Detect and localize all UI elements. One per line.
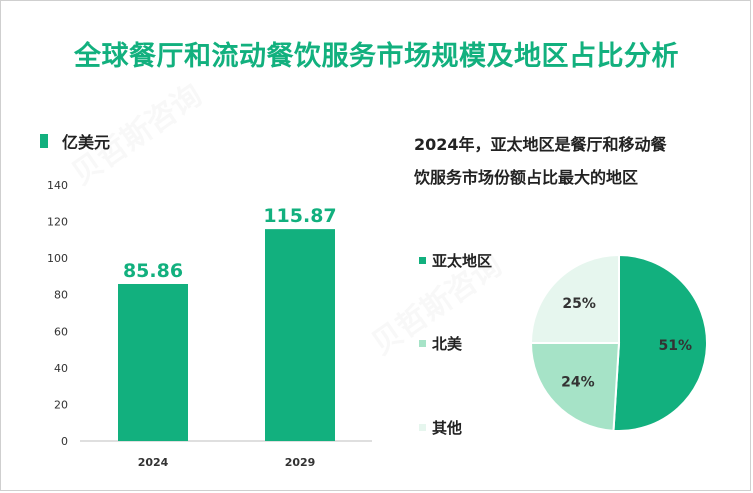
pie-legend-label: 亚太地区 [432, 252, 493, 270]
bar [118, 283, 188, 441]
y-tick-label: 60 [54, 325, 68, 338]
pie-slice [529, 342, 621, 432]
y-tick-label: 20 [54, 398, 68, 411]
pie-legend-swatch [419, 257, 426, 264]
y-tick-label: 0 [61, 435, 68, 448]
pie-legend-swatch [419, 424, 426, 431]
pie-chart: 51% 24% 25% [529, 253, 708, 432]
x-tick-label: 2029 [285, 456, 316, 469]
pie-title-line: 2024年，亚太地区是餐厅和移动餐 [414, 135, 667, 154]
y-tick-label: 80 [54, 289, 68, 302]
pie-slice [612, 253, 708, 432]
bar-value-label: 115.87 [263, 205, 336, 227]
y-tick-label: 140 [47, 179, 68, 192]
pie-value-label: 24% [561, 375, 595, 391]
pie-slice [529, 253, 620, 344]
y-tick-label: 120 [47, 216, 68, 229]
bar-chart: 0 20 40 60 80 100 120 140 85.86 2024 115.87 2029 [47, 179, 372, 469]
pie-legend-item: 其他 [419, 417, 462, 438]
bar-value-label: 85.86 [123, 260, 183, 282]
pie-value-label: 51% [659, 338, 693, 354]
y-tick-label: 100 [47, 252, 68, 265]
bar [265, 229, 335, 441]
pie-value-label: 25% [562, 296, 596, 312]
pie-title-line: 饮服务市场份额占比最大的地区 [414, 168, 639, 187]
pie-title: 2024年，亚太地区是餐厅和移动餐 饮服务市场份额占比最大的地区 [414, 128, 734, 194]
pie-legend-item: 亚太地区 [419, 250, 492, 271]
bar-legend: 亿美元 [40, 129, 110, 153]
y-tick-label: 40 [54, 362, 68, 375]
pie-legend-label: 北美 [432, 335, 463, 353]
x-tick-label: 2024 [138, 456, 169, 469]
bar-legend-swatch [40, 134, 48, 148]
page-title: 全球餐厅和流动餐饮服务市场规模及地区占比分析 [74, 41, 679, 72]
bar-legend-label: 亿美元 [62, 133, 111, 152]
pie-legend-label: 其他 [432, 419, 463, 437]
pie-legend-item: 北美 [419, 333, 462, 354]
pie-legend-swatch [419, 340, 426, 347]
